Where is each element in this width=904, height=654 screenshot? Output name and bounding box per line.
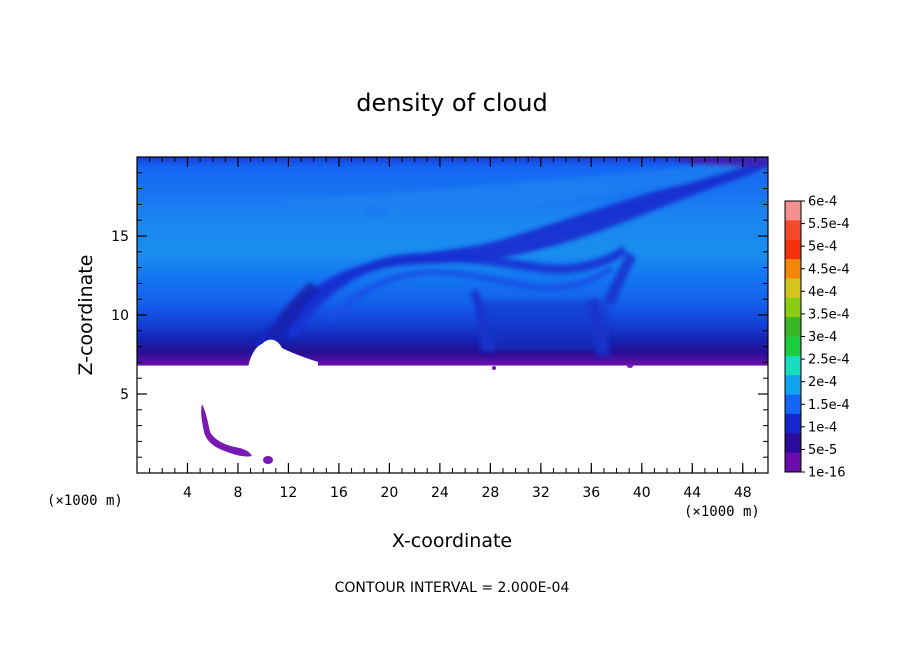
column-c	[604, 252, 636, 306]
colorbar-label: 3.5e-4	[808, 307, 850, 322]
lower-dark-region	[480, 300, 610, 350]
colorbar-label: 4e-4	[808, 285, 837, 300]
colorbar-swatch	[785, 413, 801, 434]
colorbar-label: 6e-4	[808, 195, 837, 210]
isolated-cloud-speck-b	[627, 364, 633, 368]
x-tick-label: 40	[633, 485, 651, 501]
colorbar-label: 5e-4	[808, 240, 837, 255]
colorbar-swatch	[785, 220, 801, 241]
colorbar-label: 2.5e-4	[808, 353, 850, 368]
colorbar-swatch	[785, 394, 801, 415]
x-tick-label: 8	[233, 485, 242, 501]
colorbar-swatch	[785, 375, 801, 396]
colorbar-swatch	[785, 317, 801, 337]
chart-title: density of cloud	[356, 89, 547, 117]
x-unit-right: (×1000 m)	[684, 504, 760, 520]
contour-interval-note: CONTOUR INTERVAL = 2.000E-04	[335, 580, 570, 596]
upper-band-light	[280, 160, 768, 213]
colorbar-label: 5e-5	[808, 443, 837, 458]
y-axis-label: Z-coordinate	[75, 255, 97, 376]
x-axis-ticks: 4 8 12 16 20 24 28 32 36 40 44 48	[183, 157, 752, 501]
colorbar-label: 2e-4	[808, 375, 837, 390]
colorbar-swatch	[785, 239, 801, 260]
colorbar-label: 1e-4	[808, 420, 837, 435]
arch-inner	[327, 265, 614, 323]
colorbar-label: 1.5e-4	[808, 398, 850, 413]
colorbar-swatch	[785, 201, 801, 221]
colorbar	[784, 200, 802, 473]
x-tick-label: 28	[481, 485, 499, 501]
colorbar-swatch	[785, 336, 801, 357]
x-tick-label: 36	[582, 485, 600, 501]
x-tick-label: 20	[380, 485, 398, 501]
colorbar-swatch	[785, 433, 801, 454]
x-tick-label: 16	[330, 485, 348, 501]
dark-shear-band	[255, 160, 768, 352]
left-plume	[262, 282, 320, 350]
isolated-cloud-speck-a	[492, 366, 496, 370]
x-tick-label: 32	[532, 485, 550, 501]
x-tick-label: 4	[183, 485, 192, 501]
arch-outer	[286, 246, 628, 341]
colorbar-label: 5.5e-4	[808, 217, 850, 232]
x-axis-label: X-coordinate	[392, 530, 512, 552]
y-tick-label: 10	[111, 308, 129, 324]
y-tick-label: 5	[120, 387, 129, 403]
colorbar-swatch	[785, 452, 801, 473]
cloud-features	[255, 157, 768, 356]
colorbar-swatch	[785, 297, 801, 318]
colorbar-swatch	[785, 259, 801, 279]
x-tick-label: 12	[280, 485, 298, 501]
colorbar-swatch	[785, 355, 801, 376]
colorbar-swatch	[785, 278, 801, 299]
plot-area	[137, 157, 768, 473]
y-axis-ticks: 5 10 15	[111, 229, 768, 403]
colorbar-label: 3e-4	[808, 330, 837, 345]
colorbar-label: 1e-16	[808, 466, 846, 481]
isolated-cloud-patch	[201, 404, 252, 457]
x-unit-left: (×1000 m)	[47, 493, 123, 509]
cloud-free-notch	[248, 339, 318, 368]
x-tick-label: 48	[734, 485, 752, 501]
colorbar-label: 4.5e-4	[808, 262, 850, 277]
mid-light-blob	[363, 206, 387, 216]
isolated-cloud-dot	[263, 456, 273, 464]
x-tick-label: 44	[683, 485, 701, 501]
y-tick-label: 15	[111, 229, 129, 245]
x-tick-label: 24	[431, 485, 449, 501]
top-right-purple	[676, 157, 768, 167]
colorbar-labels: 6e-4 5.5e-4 5e-4 4.5e-4 4e-4 3.5e-4 3e-4 2.5e-4…	[801, 195, 850, 481]
